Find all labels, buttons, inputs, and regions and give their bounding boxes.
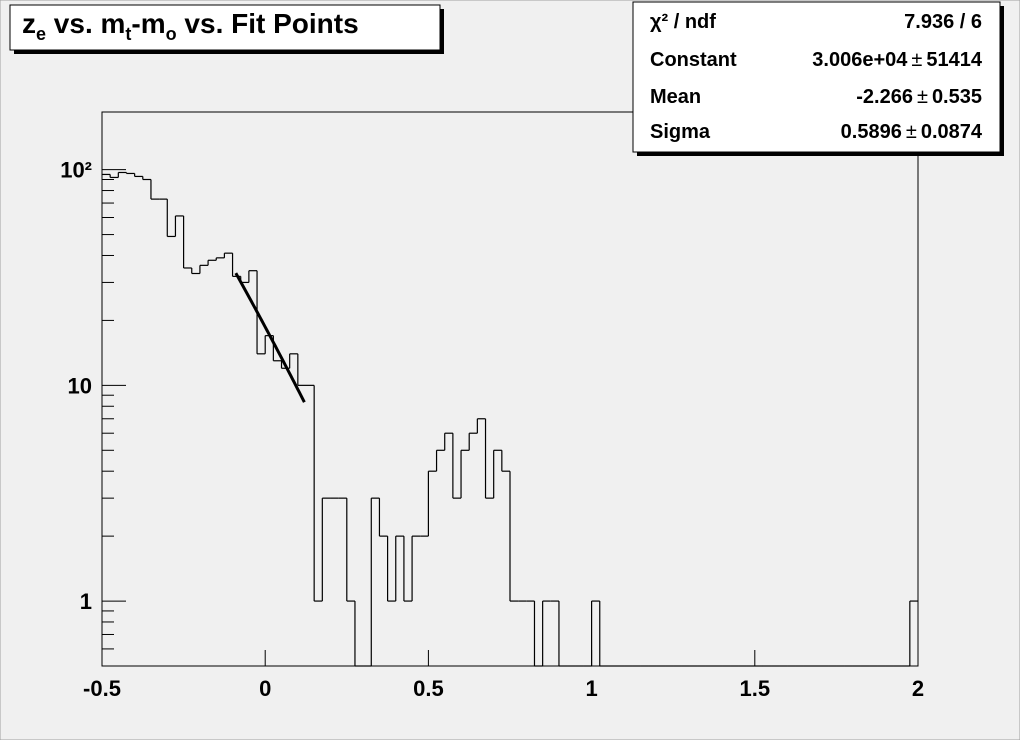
stats-value: 0.5896 ±0.0874 bbox=[841, 121, 983, 143]
title-subscript: e bbox=[36, 24, 46, 44]
title-part: -m bbox=[131, 8, 165, 39]
y-tick-label: 10² bbox=[60, 158, 92, 183]
x-tick-label: 1.5 bbox=[740, 676, 771, 701]
stats-separator: ± bbox=[911, 49, 922, 71]
x-tick-label: -0.5 bbox=[83, 676, 121, 701]
stats-label: Constant bbox=[650, 49, 737, 71]
stats-separator: ± bbox=[906, 121, 917, 143]
fit-curve bbox=[234, 272, 306, 403]
plot-area bbox=[101, 169, 919, 667]
stats-box bbox=[632, 1, 1001, 153]
stats-separator: ± bbox=[917, 86, 928, 108]
x-tick-label: 2 bbox=[912, 676, 924, 701]
stats-label: Sigma bbox=[650, 121, 711, 143]
stats-error: 51414 bbox=[926, 49, 982, 71]
x-tick-label: 1 bbox=[585, 676, 597, 701]
stats-value: -2.266 ±0.535 bbox=[856, 86, 982, 108]
title-part: vs. Fit Points bbox=[177, 8, 359, 39]
y-tick-label: 1 bbox=[80, 589, 92, 614]
stats-number: -2.266 bbox=[856, 86, 913, 108]
title-subscript: o bbox=[166, 24, 177, 44]
stats-number: 0.5896 bbox=[841, 121, 902, 143]
stats-error: 0.535 bbox=[932, 86, 982, 108]
x-tick-label: 0 bbox=[259, 676, 271, 701]
stats-number: 7.936 / 6 bbox=[904, 11, 982, 33]
stats-number: 3.006e+04 bbox=[812, 49, 908, 71]
y-tick-label: 10 bbox=[68, 373, 92, 398]
title-part: z bbox=[22, 8, 36, 39]
stats-error: 0.0874 bbox=[921, 121, 983, 143]
chart-title: ze vs. mt-mo vs. Fit Points bbox=[22, 8, 359, 44]
title-part: vs. m bbox=[46, 8, 125, 39]
title-subscript: t bbox=[125, 24, 131, 44]
title-box bbox=[9, 4, 441, 51]
stats-value: 3.006e+04 ±51414 bbox=[812, 49, 983, 71]
stats-label: Mean bbox=[650, 86, 701, 108]
stats-value: 7.936 / 6 bbox=[904, 11, 982, 33]
x-tick-label: 0.5 bbox=[413, 676, 444, 701]
stats-label: χ² / ndf bbox=[650, 11, 716, 33]
